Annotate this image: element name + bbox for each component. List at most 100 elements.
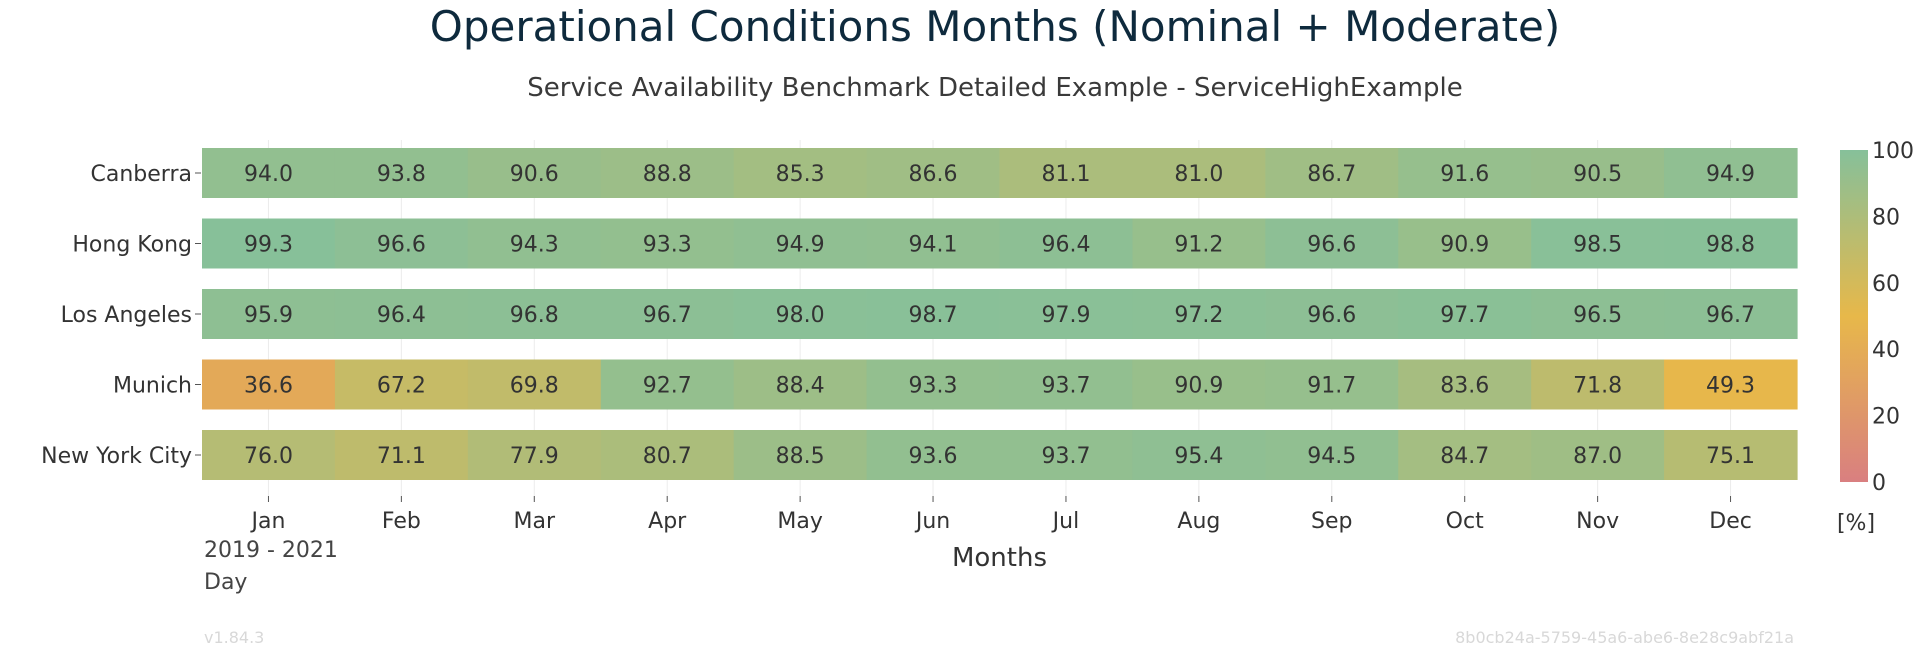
cell-value-label: 97.2	[1174, 303, 1223, 328]
heatmap-cell	[999, 359, 1134, 410]
cell-value-label: 96.7	[1706, 303, 1755, 328]
heatmap-cell	[1664, 359, 1798, 410]
cell-value-label: 83.6	[1440, 374, 1489, 399]
heatmap-cell	[1265, 218, 1399, 269]
cell-value-label: 93.3	[643, 233, 692, 258]
heatmap-cell	[1664, 218, 1798, 269]
chart-title: Operational Conditions Months (Nominal +…	[429, 2, 1561, 51]
cell-value-label: 91.7	[1307, 374, 1356, 399]
run-id-label: 8b0cb24a-5759-45a6-abe6-8e28c9abf21a	[1455, 628, 1794, 647]
cell-value-label: 98.7	[909, 303, 958, 328]
heatmap-cell	[334, 148, 469, 198]
cell-value-label: 88.4	[776, 374, 825, 399]
heatmap-cell	[1265, 359, 1399, 410]
cell-value-label: 84.7	[1440, 444, 1489, 469]
cell-value-label: 76.0	[244, 444, 293, 469]
colorbar-tick-label: 60	[1872, 272, 1900, 297]
x-tick-label: Aug	[1177, 509, 1220, 534]
cell-value-label: 96.8	[510, 303, 559, 328]
heatmap-cell	[1531, 430, 1665, 480]
cell-value-label: 90.6	[510, 162, 559, 187]
granularity-label: Day	[204, 570, 248, 595]
heatmap-cell	[733, 148, 868, 198]
cell-value-label: 96.5	[1573, 303, 1622, 328]
heatmap-cell	[600, 430, 735, 480]
heatmap-cell	[467, 359, 602, 410]
heatmap-cell	[999, 148, 1134, 198]
heatmap-cell	[202, 430, 336, 480]
heatmap-cell	[866, 289, 1001, 339]
heatmap-cell	[1398, 359, 1532, 410]
heatmap-cell	[334, 430, 469, 480]
heatmap-cell	[600, 359, 735, 410]
heatmap-cell	[1398, 148, 1532, 198]
cell-value-label: 96.4	[377, 303, 426, 328]
x-tick-label: Mar	[514, 509, 556, 534]
x-tick-label: Jun	[914, 509, 950, 534]
heatmap-cell	[1265, 289, 1399, 339]
heatmap-cell	[467, 289, 602, 339]
heatmap-cell	[334, 218, 469, 269]
cell-value-label: 90.5	[1573, 162, 1622, 187]
cell-value-label: 69.8	[510, 374, 559, 399]
cell-value-label: 93.7	[1041, 444, 1090, 469]
cell-value-label: 96.6	[377, 233, 426, 258]
cell-value-label: 91.6	[1440, 162, 1489, 187]
heatmap-cell	[866, 359, 1001, 410]
period-label: 2019 - 2021	[204, 538, 338, 563]
heatmap-cell	[1531, 148, 1665, 198]
heatmap-cell	[733, 359, 868, 410]
colorbar	[1840, 150, 1868, 482]
heatmap-cell	[600, 148, 735, 198]
cell-value-label: 75.1	[1706, 444, 1755, 469]
heatmap-cell	[202, 148, 336, 198]
heatmap-cell	[1132, 218, 1266, 269]
cell-value-label: 97.9	[1041, 303, 1090, 328]
cell-value-label: 93.7	[1041, 374, 1090, 399]
cell-value-label: 80.7	[643, 444, 692, 469]
cell-value-label: 87.0	[1573, 444, 1622, 469]
x-tick-label: Sep	[1311, 509, 1352, 534]
y-tick-label: Los Angeles	[61, 303, 192, 328]
heatmap-cell	[202, 289, 336, 339]
heatmap-cell	[866, 148, 1001, 198]
cell-value-label: 85.3	[776, 162, 825, 187]
heatmap-cell	[1132, 148, 1266, 198]
x-tick-label: Jan	[249, 509, 285, 534]
cell-value-label: 67.2	[377, 374, 426, 399]
heatmap-cell	[1531, 218, 1665, 269]
heatmap-cell	[467, 430, 602, 480]
heatmap-cell	[733, 218, 868, 269]
cell-value-label: 99.3	[244, 233, 293, 258]
colorbar-tick-label: 100	[1872, 139, 1914, 164]
cell-value-label: 90.9	[1440, 233, 1489, 258]
x-tick-label: Nov	[1576, 509, 1619, 534]
cell-value-label: 96.7	[643, 303, 692, 328]
x-tick-label: May	[777, 509, 822, 534]
cell-value-label: 49.3	[1706, 374, 1755, 399]
heatmap-cell	[1664, 430, 1798, 480]
cell-value-label: 90.9	[1174, 374, 1223, 399]
chart-subtitle: Service Availability Benchmark Detailed …	[527, 73, 1463, 103]
y-tick-label: Canberra	[91, 162, 192, 187]
heatmap-cell	[1531, 289, 1665, 339]
version-label: v1.84.3	[204, 628, 265, 647]
cell-value-label: 94.9	[776, 233, 825, 258]
cell-value-label: 96.6	[1307, 233, 1356, 258]
cell-value-label: 96.6	[1307, 303, 1356, 328]
x-tick-label: Feb	[382, 509, 421, 534]
heatmap-cell	[202, 218, 336, 269]
heatmap-cell	[1664, 289, 1798, 339]
heatmap-cell	[202, 359, 336, 410]
heatmap-cell	[1265, 430, 1399, 480]
heatmap-cell	[1132, 359, 1266, 410]
x-tick-label: Jul	[1051, 509, 1080, 534]
heatmap-cell	[1398, 430, 1532, 480]
heatmap-cell	[1664, 148, 1798, 198]
cell-value-label: 81.0	[1174, 162, 1223, 187]
colorbar-tick-label: 40	[1872, 338, 1900, 363]
cell-value-label: 71.8	[1573, 374, 1622, 399]
cell-value-label: 95.9	[244, 303, 293, 328]
cell-value-label: 88.8	[643, 162, 692, 187]
cell-value-label: 95.4	[1174, 444, 1223, 469]
